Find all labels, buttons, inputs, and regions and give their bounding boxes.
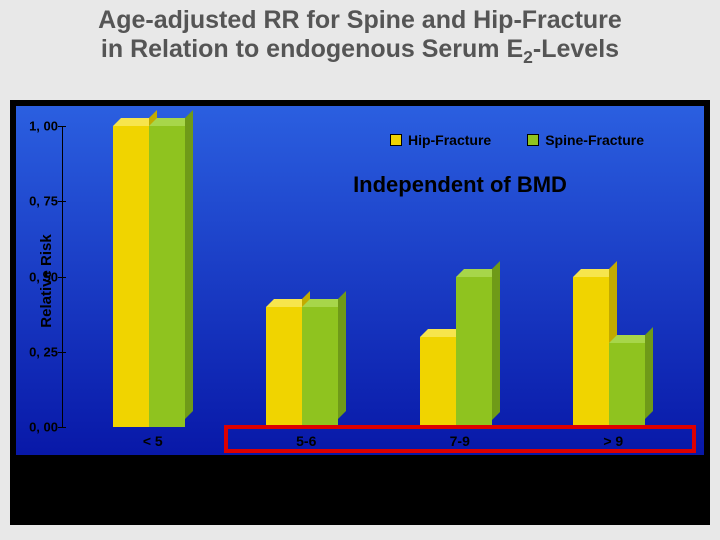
legend: Hip-Fracture Spine-Fracture bbox=[390, 132, 644, 148]
bar bbox=[609, 343, 645, 427]
slide: Age-adjusted RR for Spine and Hip-Fractu… bbox=[0, 0, 720, 540]
y-tick-label: 0, 50 bbox=[22, 269, 58, 284]
y-tick-label: 0, 25 bbox=[22, 344, 58, 359]
bar bbox=[456, 277, 492, 428]
chart-frame: Relative Risk 0, 000, 250, 500, 751, 00 … bbox=[10, 100, 710, 525]
legend-swatch-hip bbox=[390, 134, 402, 146]
citation: Cummings et al. (1998); NEJM Vol 339 No … bbox=[396, 505, 698, 519]
legend-label-hip: Hip-Fracture bbox=[408, 132, 491, 148]
overlay-text: Independent of BMD bbox=[276, 172, 644, 198]
y-tick-label: 1, 00 bbox=[22, 119, 58, 134]
title: Age-adjusted RR for Spine and Hip-Fractu… bbox=[0, 6, 720, 67]
legend-item-spine: Spine-Fracture bbox=[527, 132, 644, 148]
legend-swatch-spine bbox=[527, 134, 539, 146]
highlight-box bbox=[224, 425, 697, 453]
bar bbox=[573, 277, 609, 428]
bar bbox=[302, 307, 338, 427]
bar-group: < 5 bbox=[113, 126, 193, 427]
y-tick-label: 0, 75 bbox=[22, 194, 58, 209]
x-tick-label: < 5 bbox=[113, 433, 193, 449]
y-axis: 0, 000, 250, 500, 751, 00 bbox=[62, 126, 63, 427]
legend-item-hip: Hip-Fracture bbox=[390, 132, 491, 148]
bar bbox=[420, 337, 456, 427]
y-tick-label: 0, 00 bbox=[22, 420, 58, 435]
bar bbox=[149, 126, 185, 427]
legend-label-spine: Spine-Fracture bbox=[545, 132, 644, 148]
bar bbox=[266, 307, 302, 427]
title-line-1: Age-adjusted RR for Spine and Hip-Fractu… bbox=[0, 6, 720, 35]
x-axis-title: Endogenous Serum Estradiol Level [pg/ml] bbox=[10, 478, 710, 495]
chart-plot-bg: Relative Risk 0, 000, 250, 500, 751, 00 … bbox=[16, 106, 704, 455]
bar bbox=[113, 126, 149, 427]
title-line-2: in Relation to endogenous Serum E2-Level… bbox=[0, 35, 720, 67]
